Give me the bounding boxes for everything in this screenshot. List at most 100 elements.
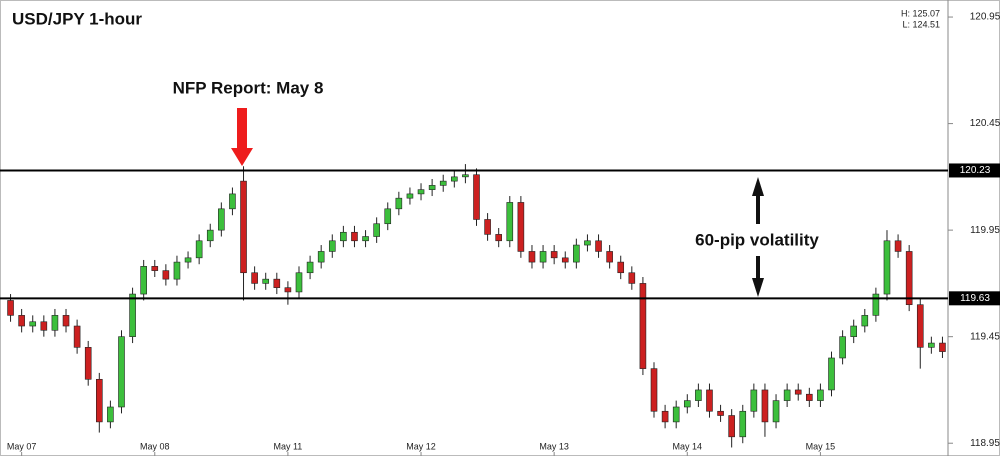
candle-body <box>251 272 258 284</box>
candle-body <box>850 325 858 337</box>
candle-body <box>750 389 758 412</box>
candle-body <box>905 251 913 306</box>
candle-body <box>118 336 125 408</box>
candle-body <box>550 251 558 259</box>
candle-body <box>495 234 502 242</box>
candle-body <box>262 278 270 284</box>
candle-body <box>140 266 147 295</box>
y-tick-label: 119.95 <box>970 225 1000 236</box>
up-arrow <box>752 177 764 224</box>
candle-body <box>672 406 680 423</box>
candle-body <box>806 393 813 401</box>
candle-body <box>695 389 702 401</box>
candle-body <box>894 240 902 252</box>
candle-body <box>218 208 225 231</box>
candle-body <box>916 304 924 348</box>
annotation: 60-pip volatility <box>695 230 819 249</box>
candle-body <box>295 272 303 293</box>
x-tick-label: May 15 <box>806 441 836 451</box>
candle-body <box>273 278 281 288</box>
candle-body <box>639 283 647 369</box>
candle-body <box>306 261 314 274</box>
x-tick-label: May 13 <box>539 441 569 451</box>
x-tick-label: May 08 <box>140 441 170 451</box>
candle-body <box>839 336 846 359</box>
candle-body <box>129 293 136 337</box>
candle-body <box>473 174 480 220</box>
candle-body <box>417 189 425 195</box>
down-arrow <box>752 256 764 297</box>
candle-body <box>883 240 891 295</box>
candle-body <box>328 240 336 252</box>
candle-body <box>939 342 946 352</box>
x-tick-label: May 07 <box>7 441 37 451</box>
candle-body <box>595 240 602 252</box>
candle-body <box>184 257 192 263</box>
candle-body <box>107 406 114 423</box>
candle-body <box>661 410 669 423</box>
x-tick-label: May 11 <box>273 441 302 451</box>
x-tick-label: May 12 <box>406 441 436 451</box>
candle-body <box>7 300 14 316</box>
candle-body <box>51 315 59 331</box>
y-tick-label: 118.95 <box>970 438 1000 449</box>
candle-body <box>439 180 447 186</box>
candle-body <box>617 261 625 274</box>
candle-body <box>29 321 37 327</box>
candle-body <box>683 400 691 408</box>
candle-body <box>84 347 92 380</box>
candle-body <box>317 251 325 263</box>
candle-body <box>528 251 536 263</box>
candle-body <box>96 378 103 423</box>
candle-body <box>794 389 802 395</box>
candle-body <box>173 261 181 280</box>
candle-body <box>783 389 791 401</box>
candle-body <box>373 223 380 237</box>
candle-body <box>828 357 835 391</box>
level-tag <box>949 163 1000 178</box>
candle-body <box>817 389 824 401</box>
candle-body <box>18 315 25 327</box>
y-tick-label: 120.95 <box>970 12 1000 23</box>
candle-body <box>628 272 636 284</box>
nfp-arrow <box>231 108 253 166</box>
y-tick-label: 120.45 <box>970 118 1000 129</box>
x-tick-label: May 14 <box>673 441 703 451</box>
candle-body <box>650 368 658 412</box>
candle-body <box>206 229 214 242</box>
candle-body <box>240 180 247 274</box>
candle-body <box>872 293 880 316</box>
chart-title: USD/JPY 1-hour <box>12 9 142 28</box>
candle-body <box>506 202 514 242</box>
candle-body <box>761 389 769 423</box>
candle-body <box>561 257 569 263</box>
info-low: L: 124.51 <box>902 19 940 29</box>
level-label: 119.63 <box>960 293 990 304</box>
candle-body <box>162 270 170 280</box>
candle-body <box>362 236 369 242</box>
candle-body <box>517 202 525 252</box>
candle-body <box>340 231 347 242</box>
candle-body <box>451 176 458 182</box>
candle-body <box>928 342 935 348</box>
candle-body <box>406 193 414 199</box>
candle-body <box>351 231 358 242</box>
candle-body <box>728 415 735 438</box>
annotation: NFP Report: May 8 <box>173 78 324 97</box>
y-tick-label: 119.45 <box>970 331 1000 342</box>
candle-body <box>151 266 159 271</box>
candle-body <box>573 244 580 263</box>
candle-body <box>195 240 203 259</box>
candle-body <box>462 174 469 178</box>
candle-body <box>717 410 724 416</box>
candle-body <box>739 410 747 438</box>
candle-body <box>861 315 869 327</box>
candle-body <box>40 321 48 331</box>
level-label: 120.23 <box>960 165 991 176</box>
candle-body <box>539 251 547 263</box>
info-high: H: 125.07 <box>901 8 940 18</box>
candle-body <box>384 208 392 225</box>
candle-body <box>428 185 436 190</box>
level-tag <box>949 291 1000 306</box>
candle-body <box>484 219 491 235</box>
